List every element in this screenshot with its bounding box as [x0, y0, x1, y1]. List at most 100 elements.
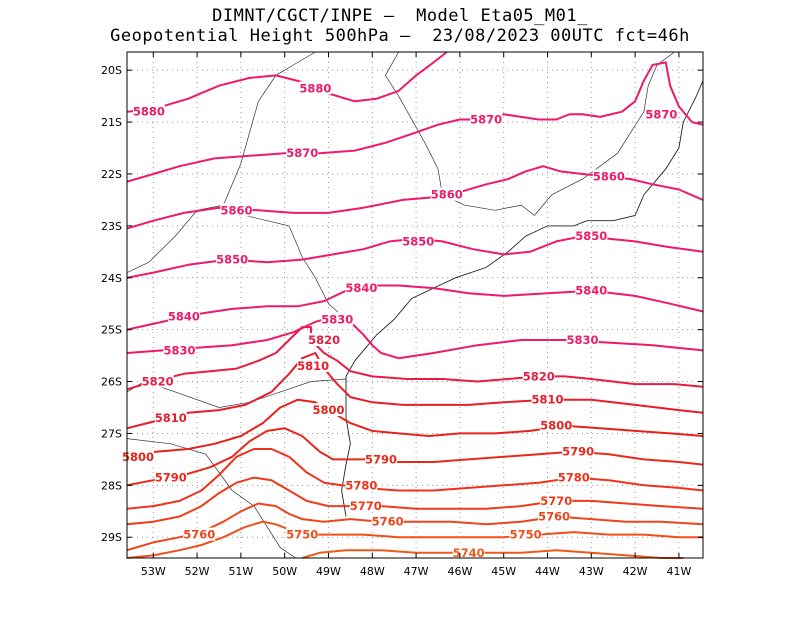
state-border [384, 51, 535, 216]
contour-label-bg [121, 449, 154, 463]
contour-label-bg [345, 281, 378, 295]
contour-line-5780 [126, 448, 704, 510]
lon-label: 45W [491, 565, 516, 578]
map-frame [126, 51, 704, 559]
contour-label-5860: 5860 [220, 203, 252, 217]
contour-label-5870: 5870 [645, 107, 677, 121]
contour-label-5760: 5760 [372, 515, 404, 529]
contour-line-5840 [126, 284, 704, 331]
contour-label-5850: 5850 [216, 253, 248, 267]
lon-label: 51W [228, 565, 253, 578]
lat-label: 29S [101, 531, 122, 544]
lon-label: 42W [623, 565, 648, 578]
contour-line-5810 [126, 352, 704, 430]
contour-label-bg [163, 343, 196, 357]
contour-label-5760: 5760 [183, 528, 215, 542]
contour-label-5770: 5770 [350, 499, 382, 513]
state-border [534, 51, 675, 216]
contour-line-5870 [126, 61, 704, 183]
contour-label-bg [402, 234, 435, 248]
lon-label: 50W [272, 565, 297, 578]
contour-label-5850: 5850 [575, 229, 607, 243]
lat-label: 28S [101, 479, 122, 492]
contour-label-5800: 5800 [122, 450, 154, 464]
contour-label-5820: 5820 [142, 375, 174, 389]
contour-label-bg [312, 403, 345, 417]
lat-label: 23S [101, 220, 122, 233]
contour-label-bg [154, 410, 187, 424]
lat-label: 21S [101, 116, 122, 129]
contour-label-bg [154, 470, 187, 484]
contour-label-bg [286, 146, 319, 160]
coastline [341, 80, 704, 517]
contour-label-5870: 5870 [470, 112, 502, 126]
contour-label-bg [575, 229, 608, 243]
contour-label-bg [141, 374, 174, 388]
contour-label-5830: 5830 [567, 333, 599, 347]
lat-label: 20S [101, 64, 122, 77]
map-title-line-2: Geopotential Height 500hPa — 23/08/2023 … [110, 26, 690, 46]
contour-label-5830: 5830 [164, 343, 196, 357]
lat-label: 25S [101, 324, 122, 337]
state-border [223, 51, 316, 206]
lon-label: 53W [141, 565, 166, 578]
contour-label-bg [345, 478, 378, 492]
contour-line-5760 [126, 502, 704, 552]
contour-label-bg [509, 527, 542, 541]
lon-label: 47W [404, 565, 429, 578]
contour-label-5860: 5860 [593, 170, 625, 184]
contour-label-bg [531, 392, 564, 406]
map-title-line-1: DIMNT/CGCT/INPE — Model Eta05_M01_ [212, 6, 588, 26]
contour-line-5770 [126, 476, 704, 526]
contour-label-bg [538, 509, 571, 523]
contour-label-5860: 5860 [431, 188, 463, 202]
lon-label: 52W [185, 565, 210, 578]
contour-label-5760: 5760 [538, 509, 570, 523]
contour-label-bg [452, 545, 485, 559]
contour-label-5790: 5790 [155, 471, 187, 485]
contour-label-bg [540, 418, 573, 432]
lat-label: 24S [101, 272, 122, 285]
contour-label-bg [299, 81, 332, 95]
contour-label-bg [470, 112, 503, 126]
contour-label-5780: 5780 [345, 478, 377, 492]
map-axes: 20S 21S 22S 23S 24S 25S 26S 27S 28S 29S 53W 52W 51W 5… [101, 52, 703, 578]
contour-label-bg [566, 333, 599, 347]
contour-line-5880 [126, 51, 448, 113]
contour-label-5800: 5800 [312, 403, 344, 417]
contour-label-5840: 5840 [575, 284, 607, 298]
contour-line-5740 [301, 549, 684, 559]
lon-label: 44W [535, 565, 560, 578]
contour-label-bg [557, 470, 590, 484]
lon-label: 49W [316, 565, 341, 578]
contour-label-5840: 5840 [168, 310, 200, 324]
contour-label-bg [321, 312, 354, 326]
height-contours [126, 51, 704, 559]
contour-label-bg [286, 527, 319, 541]
contour-label-5740: 5740 [453, 546, 485, 560]
contour-label-bg [308, 333, 341, 347]
contour-label-bg [297, 358, 330, 372]
contour-label-5820: 5820 [523, 369, 555, 383]
contour-label-bg [216, 252, 249, 266]
lon-label: 46W [447, 565, 472, 578]
contour-label-bg [645, 107, 678, 121]
contour-line-5800 [126, 398, 704, 456]
contour-line-5820 [126, 326, 704, 391]
contour-label-5850: 5850 [402, 234, 434, 248]
lat-label: 26S [101, 376, 122, 389]
contour-label-5810: 5810 [297, 359, 329, 373]
contour-label-bg [132, 104, 165, 118]
contour-line-5790 [126, 427, 704, 487]
contour-line-5830 [126, 315, 704, 360]
contour-label-5750: 5750 [510, 528, 542, 542]
lon-label: 43W [579, 565, 604, 578]
contour-label-5800: 5800 [540, 419, 572, 433]
contour-label-5830: 5830 [321, 312, 353, 326]
contour-label-5770: 5770 [540, 494, 572, 508]
state-border [126, 438, 296, 559]
contour-label-bg [575, 283, 608, 297]
contour-label-bg [430, 187, 463, 201]
lon-label: 41W [666, 565, 691, 578]
